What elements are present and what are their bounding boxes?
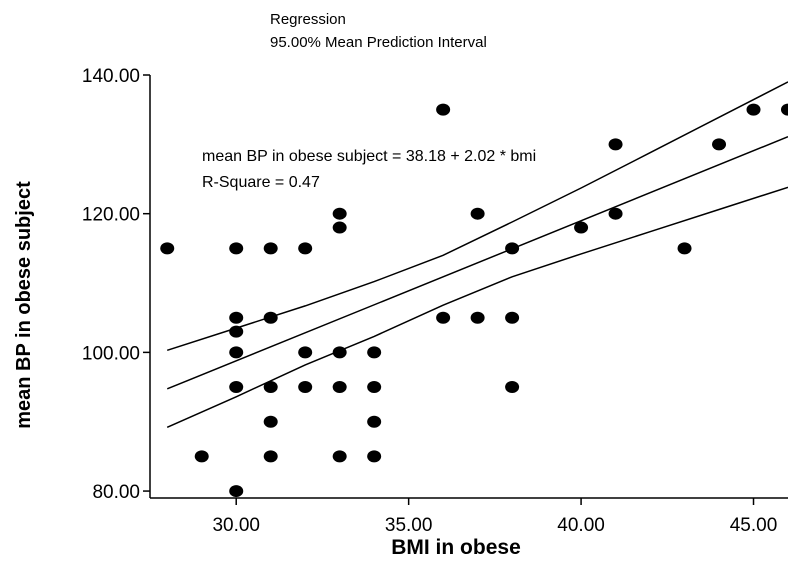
data-point	[367, 381, 382, 394]
data-point	[781, 103, 788, 116]
data-point	[229, 381, 244, 394]
x-tick-label: 45.00	[730, 515, 778, 536]
data-point	[608, 207, 623, 220]
data-point	[332, 221, 347, 234]
x-tick-label: 30.00	[212, 515, 260, 536]
data-point	[505, 381, 520, 394]
data-point	[470, 311, 485, 324]
data-point	[367, 346, 382, 359]
data-point	[332, 381, 347, 394]
chart-title: Regression	[270, 11, 346, 28]
plot-frame	[149, 75, 788, 499]
y-tick-label: 120.00	[82, 205, 140, 226]
data-point	[229, 485, 244, 498]
data-point	[194, 450, 209, 463]
data-points	[160, 103, 788, 498]
y-tick-label: 100.00	[82, 343, 140, 364]
y-axis: 80.00 100.00 120.00 140.00	[82, 66, 150, 503]
x-axis: 30.00 35.00 40.00 45.00	[212, 498, 777, 536]
data-point	[436, 103, 451, 116]
data-point	[298, 346, 313, 359]
data-point	[746, 103, 761, 116]
y-tick-label: 80.00	[92, 482, 140, 503]
data-point	[332, 207, 347, 220]
data-point	[229, 242, 244, 255]
x-tick-label: 40.00	[557, 515, 605, 536]
x-tick-label: 35.00	[385, 515, 433, 536]
x-axis-title: BMI in obese	[391, 536, 521, 559]
data-point	[332, 346, 347, 359]
r-square-label: R-Square = 0.47	[202, 174, 320, 191]
y-tick-label: 140.00	[82, 66, 140, 87]
data-point	[160, 242, 175, 255]
data-point	[298, 242, 313, 255]
data-point	[229, 311, 244, 324]
chart-subtitle: 95.00% Mean Prediction Interval	[270, 34, 487, 51]
y-axis-title: mean BP in obese subject	[13, 181, 35, 429]
data-point	[263, 311, 278, 324]
data-point	[298, 381, 313, 394]
data-point	[263, 450, 278, 463]
data-point	[712, 138, 727, 151]
data-point	[436, 311, 451, 324]
data-point	[229, 325, 244, 338]
regression-equation: mean BP in obese subject = 38.18 + 2.02 …	[202, 148, 536, 165]
data-point	[367, 415, 382, 428]
data-point	[505, 242, 520, 255]
regression-fit-line	[166, 136, 788, 390]
data-point	[229, 346, 244, 359]
data-point	[263, 242, 278, 255]
data-point	[332, 450, 347, 463]
data-point	[677, 242, 692, 255]
data-point	[263, 381, 278, 394]
regression-lines	[166, 81, 788, 428]
data-point	[505, 311, 520, 324]
data-point	[608, 138, 623, 151]
data-point	[574, 221, 589, 234]
data-point	[263, 415, 278, 428]
lower-interval-line	[166, 186, 788, 428]
data-point	[367, 450, 382, 463]
data-point	[470, 207, 485, 220]
